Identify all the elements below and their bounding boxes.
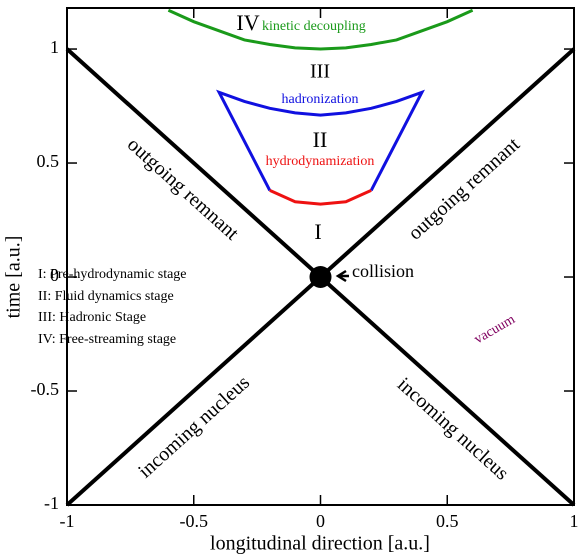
annotation: II [313,127,328,152]
x-tick-label: -0.5 [180,511,209,531]
annotation: kinetic decoupling [262,19,366,34]
stage-label: III: Hadronic Stage [38,310,146,325]
arrow [335,269,349,283]
annotation: I [314,219,321,244]
stage-label: IV: Free-streaming stage [38,332,176,347]
y-tick-label: 0.5 [37,151,60,171]
y-tick-label: -1 [44,493,59,513]
annotation: IV [236,10,259,35]
y-tick-label: 0 [50,265,59,285]
annotation: collision [352,261,414,281]
curve [167,8,474,51]
annotation: vacuum [472,312,518,347]
collision-point [309,266,332,289]
curve [216,89,425,192]
annotation: hydrodynamization [266,154,375,169]
stage-label: II: Fluid dynamics stage [38,289,174,304]
x-tick-label: 0 [316,511,325,531]
x-axis-label: longitudinal direction [a.u.] [210,533,430,555]
annotation: incoming nucleus [393,373,513,484]
stage-label: I: Pre-hydrodynamic stage [38,267,187,282]
x-tick-label: 1 [570,511,579,531]
curve [269,189,372,206]
annotation: III [310,61,330,83]
x-tick-label: 0.5 [436,511,459,531]
x-tick-label: -1 [60,511,75,531]
annotation: hadronization [282,92,359,107]
y-tick-label: 1 [50,37,59,57]
y-axis-label: time [a.u.] [3,236,25,319]
y-tick-label: -0.5 [31,379,60,399]
